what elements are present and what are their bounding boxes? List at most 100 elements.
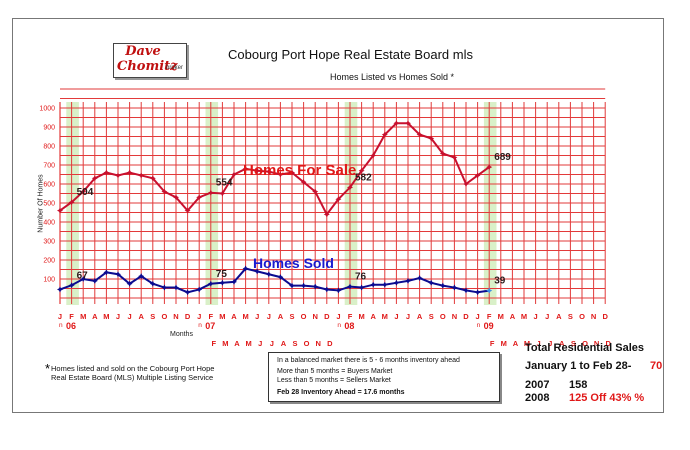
data-point (196, 194, 203, 201)
x-tick-label-lower: D (605, 339, 611, 348)
x-tick-label: D (463, 312, 469, 321)
summary-year-2008: 2008 (525, 392, 550, 404)
data-point (91, 175, 98, 182)
info-balanced-line: In a balanced market there is 5 - 6 mont… (277, 357, 460, 364)
x-tick-label-lower: O (582, 339, 588, 348)
x-tick-label: M (358, 312, 364, 321)
data-point (312, 283, 319, 290)
x-tick-label-lower: M (222, 339, 228, 348)
data-point (335, 287, 342, 294)
y-tick-label: 300 (43, 239, 55, 246)
data-point (289, 282, 295, 289)
data-point (80, 276, 87, 282)
footnote-line-2: Real Estate Board (MLS) Multiple Listing… (51, 373, 214, 382)
data-point (265, 168, 272, 175)
x-tick-label: M (219, 312, 225, 321)
data-point (219, 279, 226, 286)
chart-subtitle: Homes Listed vs Homes Sold * (330, 72, 455, 82)
x-tick-label-lower: F (490, 339, 495, 348)
x-tick-label: S (568, 312, 573, 321)
data-point (428, 135, 435, 142)
x-tick-label: A (138, 312, 144, 321)
data-point (80, 188, 87, 195)
data-point (161, 284, 168, 291)
y-tick-label: 900 (43, 125, 55, 132)
x-tick-label: D (602, 312, 608, 321)
x-tick-label: A (556, 312, 562, 321)
data-point (381, 131, 388, 138)
x-tick-label-lower: A (234, 339, 240, 348)
data-point (207, 189, 214, 196)
x-axis-label: Months (170, 331, 193, 338)
x-tick-label-lower: M (245, 339, 251, 348)
data-point (381, 281, 388, 288)
data-point (173, 194, 179, 201)
data-point (393, 279, 400, 286)
data-point (451, 154, 458, 161)
x-tick-label-lower: M (524, 339, 530, 348)
data-label: 504 (77, 187, 94, 198)
x-tick-label: M (498, 312, 504, 321)
data-point (451, 284, 458, 291)
data-point (138, 172, 145, 179)
data-point (439, 282, 446, 289)
data-point (358, 167, 365, 174)
data-point (149, 280, 156, 287)
x-year-letter: n (337, 322, 341, 329)
x-year-label: n 08 (337, 321, 354, 331)
x-tick-label-lower: S (292, 339, 297, 348)
x-tick-label: S (150, 312, 155, 321)
logo-name-last: Chomitz (117, 59, 178, 74)
data-point (242, 165, 249, 172)
x-year-number: 06 (66, 321, 76, 331)
data-point (428, 279, 435, 286)
data-label: 689 (494, 152, 511, 163)
x-year-number: 09 (484, 321, 494, 331)
x-year-number: 07 (205, 321, 215, 331)
x-tick-label-lower: F (212, 339, 217, 348)
data-point (300, 179, 307, 186)
x-tick-label: A (417, 312, 423, 321)
x-tick-label: N (312, 312, 317, 321)
x-tick-label: J (534, 312, 538, 321)
x-year-letter: n (59, 322, 63, 329)
summary-year-2007: 2007 (525, 379, 550, 391)
x-tick-label: O (579, 312, 585, 321)
x-tick-label: J (545, 312, 549, 321)
summary-value-2008: 125 Off 43% % (569, 392, 645, 404)
data-point (184, 207, 191, 214)
x-tick-label: J (406, 312, 410, 321)
data-point (231, 278, 237, 285)
data-point (347, 184, 353, 191)
x-tick-label-lower: A (281, 339, 287, 348)
x-tick-label: A (510, 312, 516, 321)
series-label-for-sale: Homes For Sale (243, 162, 356, 179)
data-point (173, 284, 179, 291)
x-tick-label: O (440, 312, 446, 321)
y-tick-label: 600 (43, 182, 55, 189)
x-tick-label-lower: M (501, 339, 507, 348)
x-tick-label: S (429, 312, 434, 321)
data-label: 39 (494, 276, 506, 287)
data-point (347, 283, 353, 290)
data-point (57, 207, 63, 214)
x-tick-label: J (267, 312, 271, 321)
x-tick-label: S (289, 312, 294, 321)
broker-logo: Dave Chomitz broker (113, 43, 187, 78)
logo-name-first: Dave (125, 44, 161, 59)
data-point (486, 164, 493, 171)
summary-range: January 1 to Feb 28- (525, 360, 632, 372)
data-point (335, 196, 342, 203)
x-tick-label-lower: J (270, 339, 274, 348)
x-tick-label-lower: J (548, 339, 552, 348)
x-year-number: 08 (344, 321, 354, 331)
x-tick-label: M (242, 312, 248, 321)
chart-frame (12, 18, 664, 413)
data-point (416, 131, 423, 138)
data-label: 76 (355, 272, 367, 283)
x-tick-label: F (69, 312, 74, 321)
data-point (138, 273, 145, 280)
data-point (300, 282, 307, 289)
x-tick-label-lower: N (594, 339, 599, 348)
y-tick-label: 800 (43, 144, 55, 151)
